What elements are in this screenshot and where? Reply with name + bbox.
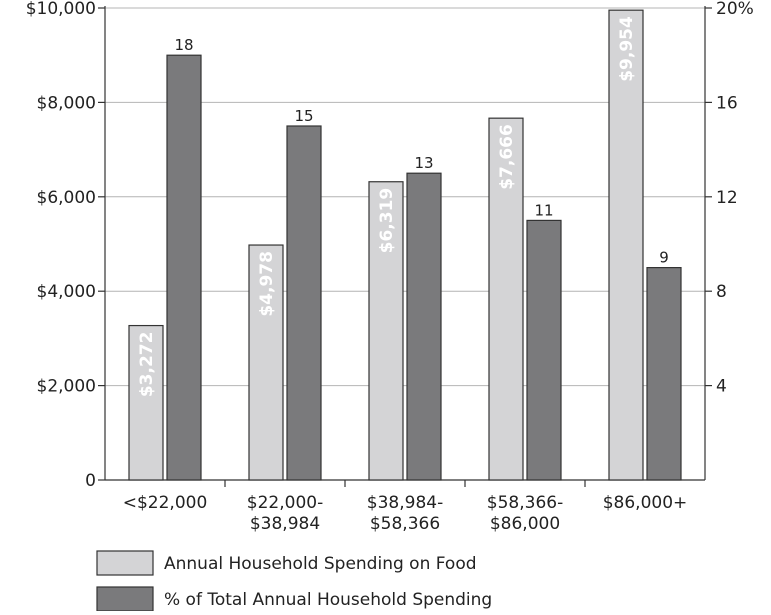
- bar-percent-spending: [646, 267, 682, 481]
- y-left-tick-label: $10,000: [26, 0, 96, 19]
- bar-percent-spending: [166, 54, 202, 481]
- bar-percent-spending: [526, 219, 562, 481]
- x-tick-label: <$22,000: [123, 493, 208, 513]
- bar-value-label: $7,666: [497, 124, 517, 190]
- bar-value-label: 11: [534, 201, 553, 219]
- bar-value-label: 13: [414, 154, 433, 172]
- x-tick-label: $22,000-: [247, 493, 323, 513]
- bar-food-spending: [248, 244, 284, 481]
- legend-label: % of Total Annual Household Spending: [164, 590, 492, 610]
- x-tick-label: $86,000+: [603, 493, 688, 513]
- bar-food-spending: [488, 117, 524, 481]
- bar-value-label: $6,319: [377, 188, 397, 254]
- bar-percent-spending: [406, 172, 442, 481]
- bar-value-label: 15: [294, 107, 313, 125]
- x-tick-label: $58,366: [370, 514, 440, 534]
- bar-value-label: 9: [659, 249, 669, 267]
- x-tick-label: $86,000: [490, 514, 560, 534]
- y-left-tick-label: $4,000: [37, 282, 96, 302]
- bar-value-label: 18: [174, 36, 193, 54]
- bar-food-spending: [128, 324, 164, 481]
- y-left-tick-label: 0: [85, 471, 96, 491]
- y-left-tick-label: $6,000: [37, 188, 96, 208]
- x-tick-label: $38,984-: [367, 493, 443, 513]
- legend-swatch: [96, 586, 154, 612]
- y-right-tick-label: 4: [716, 377, 727, 397]
- y-right-tick-label: 16: [716, 93, 738, 113]
- x-tick-label: $38,984: [250, 514, 320, 534]
- bar-percent-spending: [286, 125, 322, 481]
- legend-label: Annual Household Spending on Food: [164, 554, 477, 574]
- bar-value-label: $3,272: [137, 332, 157, 398]
- y-right-tick-label: 20%: [716, 0, 754, 19]
- y-left-tick-label: $2,000: [37, 377, 96, 397]
- y-right-tick-label: 8: [716, 282, 727, 302]
- bar-value-label: $9,954: [617, 16, 637, 82]
- x-tick-label: $58,366-: [487, 493, 563, 513]
- legend-swatch: [96, 550, 154, 576]
- bar-value-label: $4,978: [257, 251, 277, 317]
- y-left-tick-label: $8,000: [37, 93, 96, 113]
- bar-food-spending: [368, 181, 404, 481]
- bar-food-spending: [608, 9, 644, 481]
- y-right-tick-label: 12: [716, 188, 738, 208]
